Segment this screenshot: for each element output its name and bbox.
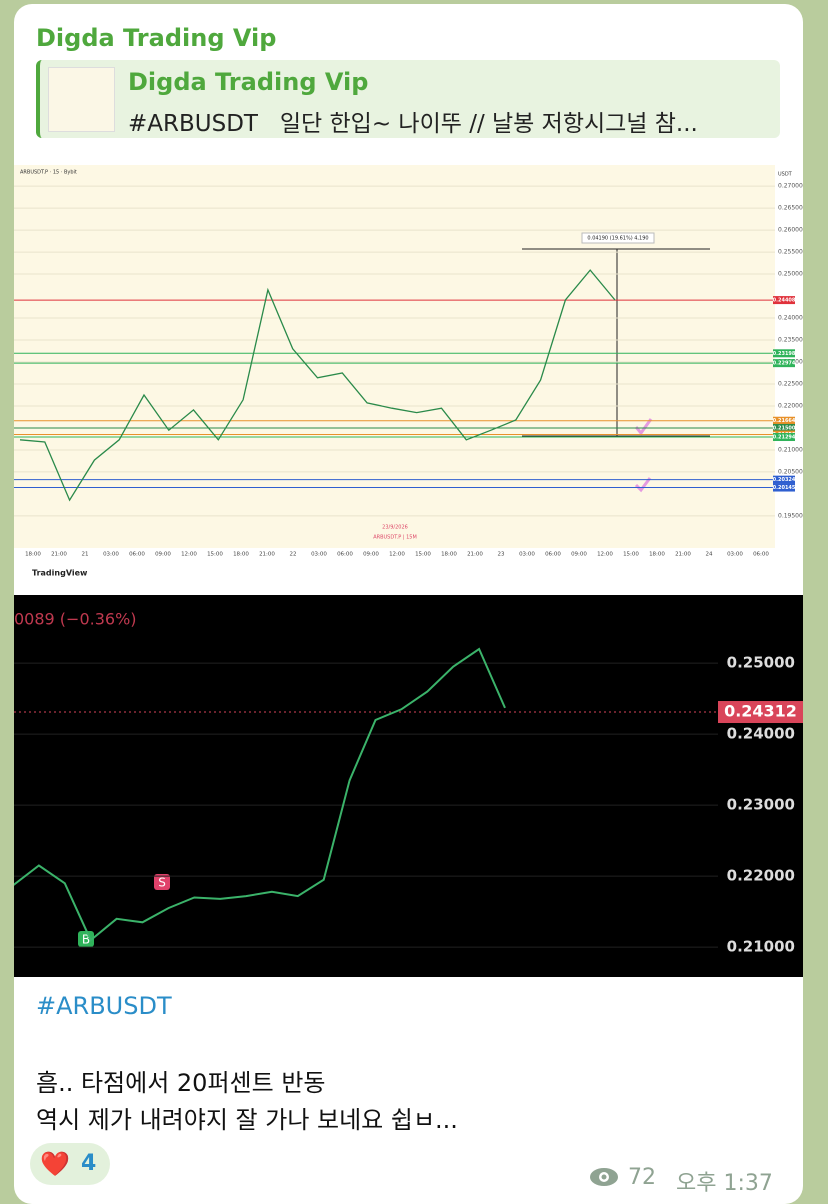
y-tick-label: 0.26500 [778,205,803,212]
x-tick-label: 09:00 [571,552,587,558]
check-mark [634,418,653,493]
message-line: 역시 제가 내려야지 잘 가나 보네요 쉽ㅂ... [36,1106,458,1134]
y-tick-label: 0.21000 [727,938,795,956]
reaction-count: 4 [81,1151,97,1176]
x-tick-label: 06:00 [337,552,353,558]
price-label-box [773,416,795,425]
price-label: 0.21500 [773,425,796,431]
reaction-pill[interactable] [30,1143,110,1185]
plot-area [14,165,775,548]
x-tick-label: 12:00 [597,552,613,558]
y-tick-label: 0.27000 [778,183,803,190]
x-tick-label: 06:00 [753,552,769,558]
measure-box [581,232,655,244]
hashtag[interactable]: #ARBUSDT [36,992,172,1020]
x-tick-label: 18:00 [649,552,665,558]
x-tick-label: 09:00 [363,552,379,558]
x-tick-label: 15:00 [207,552,223,558]
measure-label: 0.04190 (19.61%) 4,190 [587,236,648,242]
x-tick-label: 21:00 [259,552,275,558]
price-label: 0.23198 [773,351,796,357]
x-tick-label: 12:00 [181,552,197,558]
x-tick-label: 03:00 [103,552,119,558]
x-tick-label: 21 [82,552,89,558]
message-line: 흠.. 타점에서 20퍼센트 반동 [36,1069,326,1097]
x-tick-label: 03:00 [519,552,535,558]
x-tick-label: 21:00 [675,552,691,558]
price-label-box [773,423,795,432]
x-tick-label: 18:00 [25,552,41,558]
chart-title: ARBUSDT.P · 15 · Bybit [20,170,77,176]
price-label: 0.22974 [773,361,796,367]
y-tick-label: 0.24000 [778,315,803,322]
x-tick-label: 12:00 [389,552,405,558]
x-tick-label: 24 [706,552,713,558]
price-label: 0.24312 [724,702,797,721]
x-tick-label: 21:00 [467,552,483,558]
x-tick-label: 03:00 [311,552,327,558]
axis-unit: USDT [778,172,793,178]
price-label-box [773,359,795,368]
price-label: 0.21664 [773,418,796,424]
x-tick-label: 18:00 [441,552,457,558]
reply-text: #ARBUSDT 일단 한입~ 나이뚜 // 날봉 저항시그널 참... [128,111,698,137]
y-tick-label: 0.25500 [778,249,803,256]
y-tick-label: 0.22500 [778,380,803,387]
price-label: 0.24408 [773,298,796,304]
price-label-box [773,349,795,358]
chart-title: 0089 (−0.36%) [14,610,137,629]
y-tick-label: 0.19500 [778,512,803,519]
x-tick-label: 23 [498,552,505,558]
sender-name[interactable]: Digda Trading Vip [36,24,277,52]
watermark: 23/9/2026 [382,525,408,531]
watermark: ARBUSDT.P | 15M [373,535,417,541]
price-label: 0.20324 [773,477,796,483]
y-tick-label: 0.23000 [727,796,795,814]
x-tick-label: 15:00 [415,552,431,558]
x-tick-label: 03:00 [727,552,743,558]
x-tick-label: 09:00 [155,552,171,558]
reply-block[interactable] [36,60,780,138]
price-line [19,269,616,502]
plot-area [14,595,803,977]
chart-images[interactable]: S B 0.27000 0.26500 0.26000 0.25500 0.25000 0… [14,145,803,977]
views-count: 72 [628,1165,656,1190]
price-label-box [773,475,795,484]
y-tick-label: 0.25000 [778,271,803,278]
x-tick-label: 15:00 [623,552,639,558]
price-label-box [773,296,795,305]
price-line [14,647,506,942]
time: 오후 1:37 [676,1171,773,1196]
y-tick-label: 0.24000 [727,725,795,743]
price-label-box [773,483,795,492]
y-tick-label: 0.22000 [778,402,803,409]
buy-label: B [82,933,90,947]
x-tick-label: 06:00 [129,552,145,558]
reply-thumbnail [48,67,115,132]
buy-marker [78,931,94,947]
price-label-box [718,701,803,724]
sell-marker [154,874,170,890]
views-icon [590,1168,618,1186]
y-tick-label: 0.25000 [727,654,795,672]
x-tick-label: 06:00 [545,552,561,558]
price-label: 0.21294 [773,435,796,441]
reply-sender: Digda Trading Vip [128,68,369,96]
x-tick-label: 21:00 [51,552,67,558]
y-tick-label: 0.22000 [727,867,795,885]
sell-label: S [158,876,166,890]
y-tick-label: 0.20500 [778,468,803,475]
price-label-box [773,433,795,442]
x-tick-label: 18:00 [233,552,249,558]
y-tick-label: 0.23500 [778,337,803,344]
y-tick-label: 0.26000 [778,227,803,234]
reaction-emoji: ❤️ [40,1150,70,1178]
brand: TradingView [32,569,88,578]
price-label: 0.20145 [773,485,796,491]
y-tick-label: 0.21000 [778,446,803,453]
x-tick-label: 22 [290,552,297,558]
